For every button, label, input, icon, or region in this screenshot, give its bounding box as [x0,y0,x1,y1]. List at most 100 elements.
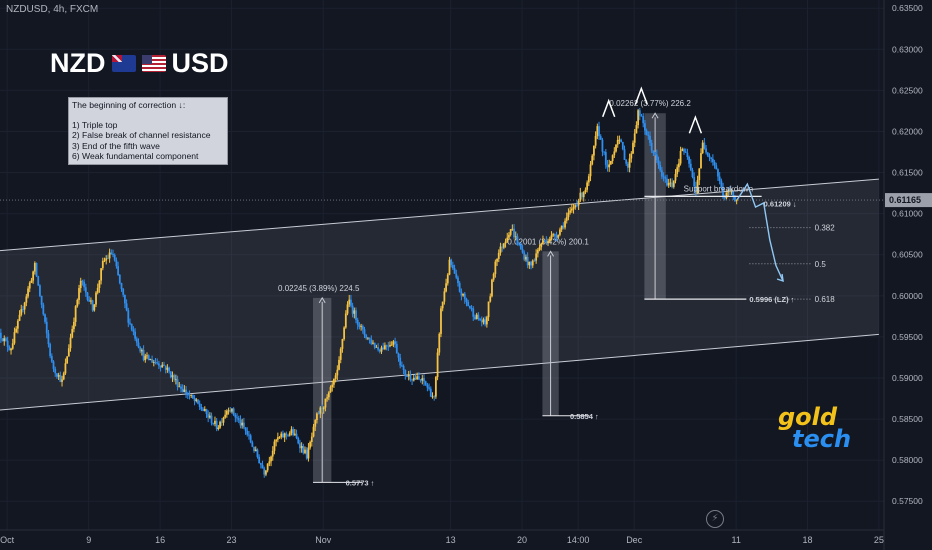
candle-body [414,377,417,380]
candle-body [32,271,35,281]
note-item: 2) False break of channel resistance [72,130,211,140]
candle-body [44,314,46,322]
candle-body [489,296,492,302]
candle-body [650,142,653,151]
candle-body [440,308,442,334]
candle-body [107,258,109,260]
candle-body [654,153,656,155]
candle-body [101,260,104,269]
candle-body [52,361,55,369]
candle-body [480,320,483,323]
candle-body [645,130,648,136]
candle-body [40,295,43,305]
candle-body [271,450,274,457]
candle-body [659,164,662,171]
candle-body [266,463,269,471]
candle-body [421,378,424,381]
candle-body [341,339,344,349]
candle-body [533,260,536,262]
candle-body [54,368,57,374]
candle-body [394,341,396,344]
candle-body [134,331,136,339]
candle-body [465,298,468,302]
candle-body [178,386,181,388]
candle-body [78,288,80,300]
candle-body [18,314,21,321]
candle-body [581,192,583,198]
candle-body [151,359,153,363]
candle-body [691,169,694,178]
candle-body [485,317,488,325]
measure-range-label: 0.02262 (3.77%) 226.2 [609,99,691,108]
lightning-icon[interactable]: ⚡︎ [706,510,724,528]
candle-body [543,240,546,241]
candle-body [59,375,62,382]
candle-body [606,164,609,168]
note-item: 3) End of the fifth wave [72,140,160,151]
candle-body [105,258,108,261]
candle-body [677,163,680,168]
candle-body [1,338,4,342]
candle-body [90,300,92,302]
candle-body [599,136,602,140]
candle-body [273,441,276,451]
candle-body [8,346,11,351]
candle-body [283,433,286,438]
candle-body [229,410,232,412]
time-tick-label: Dec [626,535,643,545]
candle-body [5,338,7,341]
time-tick-label: 20 [517,535,527,545]
candle-body [406,376,408,377]
candle-body [259,463,262,465]
candle-body [112,253,114,255]
candle-body [180,386,182,389]
candle-body [450,259,453,266]
candle-body [591,155,594,165]
candle-body [336,369,339,376]
candle-body [132,329,135,332]
candle-body [23,302,26,310]
analysis-note: The beginning of correction ↓: 1) Triple… [68,97,228,165]
us-flag-icon [141,55,166,72]
candle-body [297,437,300,444]
candle-body [487,301,490,318]
candle-body [499,246,502,253]
candle-body [542,240,544,244]
candle-body [120,283,123,289]
candle-body [183,389,186,392]
candle-body [76,299,79,307]
candle-body [317,413,320,415]
time-tick-label: 11 [731,535,740,545]
candle-body [701,142,704,154]
candle-body [314,420,317,427]
price-tick-label: 0.59000 [892,373,923,383]
candle-body [728,189,731,192]
candle-body [142,349,145,361]
candle-body [538,247,541,250]
candle-body [117,266,120,275]
candle-body [373,342,376,348]
candle-body [244,427,247,431]
candle-body [382,347,385,350]
candle-body [110,252,113,254]
projection-path [736,182,784,282]
candle-body [355,310,357,320]
candle-body [384,345,386,350]
candle-body [399,357,402,366]
candle-body [694,186,697,194]
candle-body [11,343,14,349]
candle-body [378,349,381,352]
time-tick-label: Nov [315,535,332,545]
candle-body [584,189,587,193]
channel-lower-line [0,333,879,411]
candle-body [215,420,218,430]
candle-body [531,260,534,266]
candle-body [608,164,611,168]
candle-body [574,205,577,208]
candle-body [108,252,111,259]
candle-body [10,348,12,351]
candle-body [324,398,327,408]
logo-word-tech: tech [792,425,852,453]
